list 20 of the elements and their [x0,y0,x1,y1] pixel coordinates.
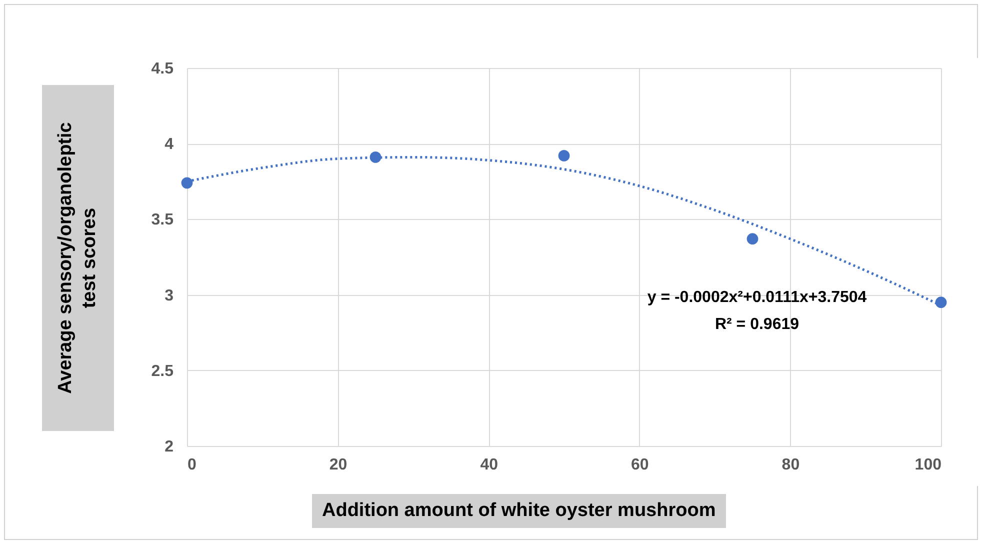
point [558,150,570,162]
x-tick-label: 60 [631,456,649,474]
x-tick-label: 80 [782,456,800,474]
x-tick-label: 100 [914,456,942,474]
point [181,177,193,189]
y-tick-label: 3 [164,287,174,304]
annotation: y = -0.0002x²+0.0111x+3.7504 [647,289,867,306]
y-tick-label: 2 [164,438,174,456]
y-tick-label: 4 [164,136,174,154]
y-tick-label: 4.5 [151,60,174,78]
y-tick-label: 3.5 [151,212,174,229]
annotation: R² = 0.9619 [714,316,800,333]
x-axis-title: Addition amount of white oyster mushroom [312,494,726,528]
x-tick-label: 20 [329,456,348,474]
x-tick-label: 0 [188,456,196,474]
y-tick-label: 2.5 [151,362,174,380]
y-axis-title: Average sensory/organoleptic test scores [54,121,101,396]
point [746,233,758,245]
x-tick-label: 40 [480,456,498,474]
point [935,296,947,308]
